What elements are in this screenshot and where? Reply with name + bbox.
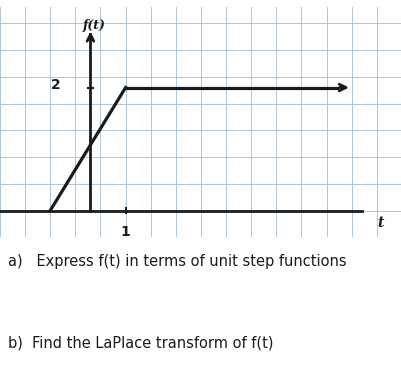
Text: f(t): f(t) — [83, 19, 105, 32]
Text: 1: 1 — [120, 225, 130, 239]
Text: 2: 2 — [51, 78, 60, 92]
Text: t: t — [376, 216, 382, 230]
Text: a)   Express f(t) in terms of unit step functions: a) Express f(t) in terms of unit step fu… — [8, 254, 346, 269]
Text: b)  Find the LaPlace transform of f(t): b) Find the LaPlace transform of f(t) — [8, 336, 273, 351]
